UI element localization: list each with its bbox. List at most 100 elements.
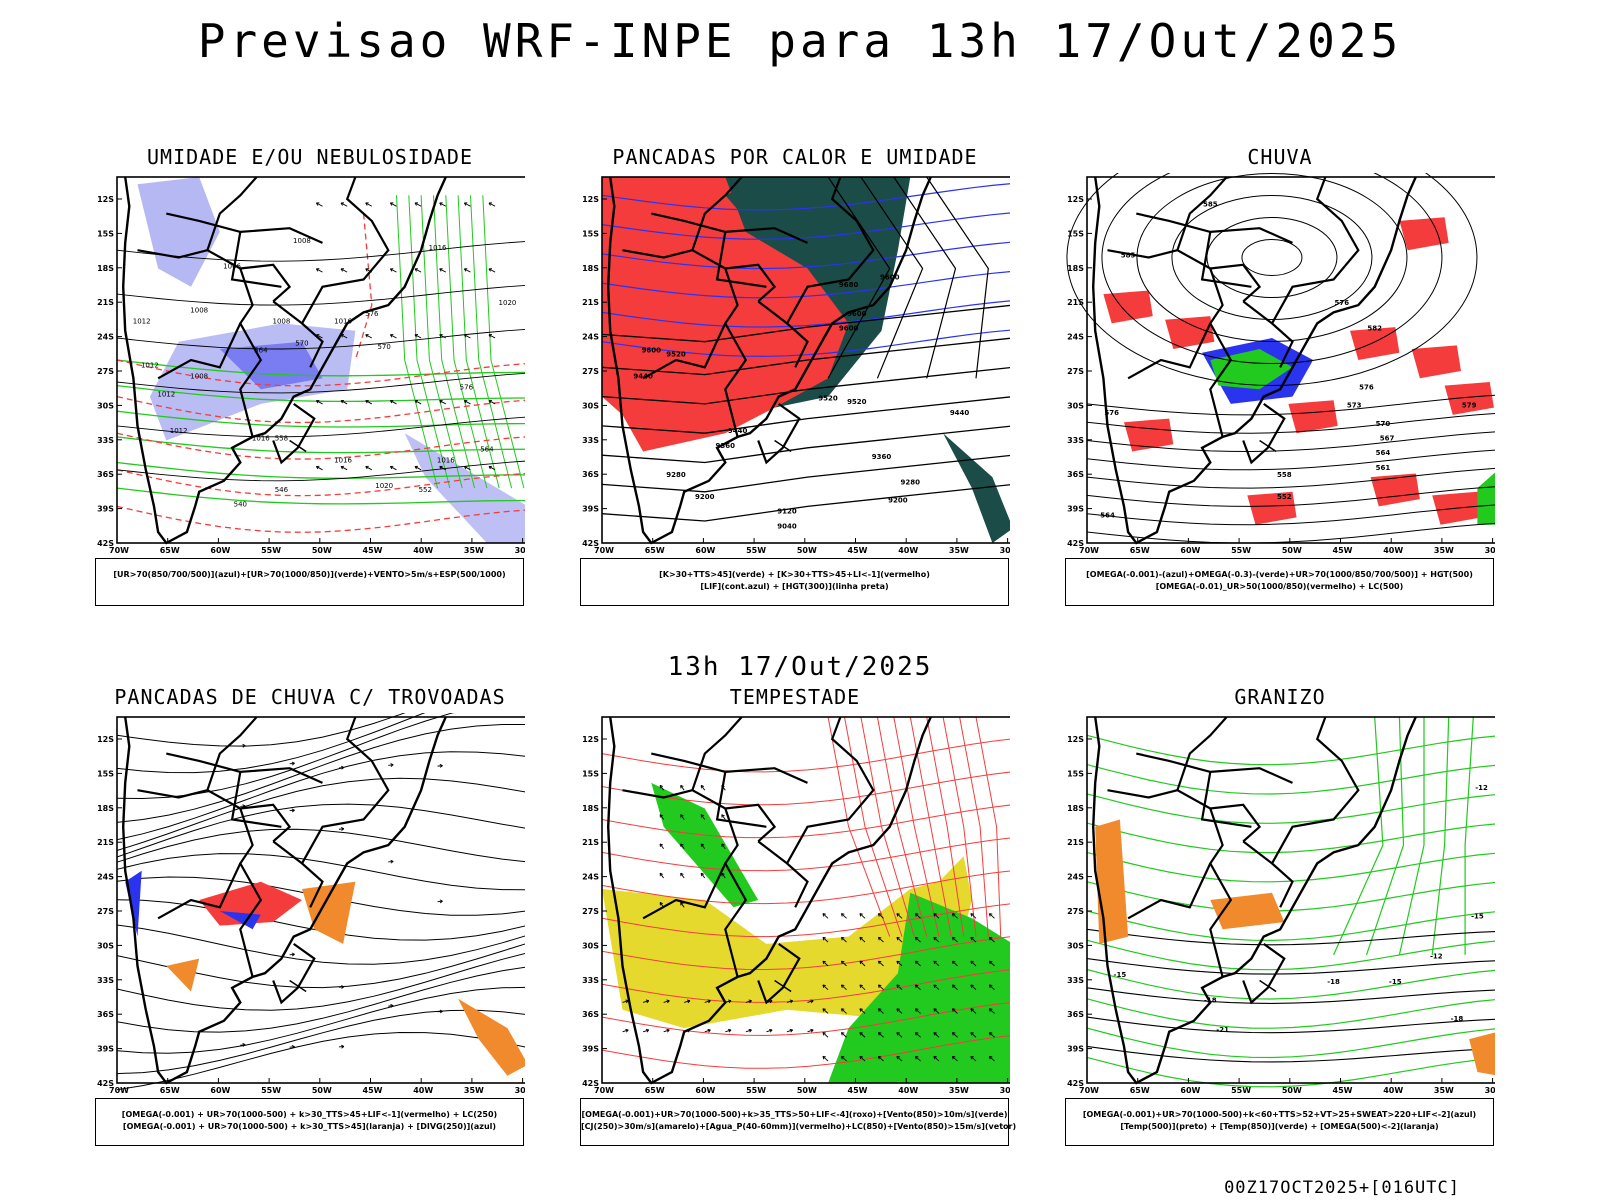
lat-label: 21S xyxy=(582,298,599,307)
wind-arrowhead xyxy=(840,1055,845,1060)
lat-label: 36S xyxy=(582,1010,599,1019)
country-border xyxy=(1271,716,1360,864)
height-contour xyxy=(1086,522,1495,544)
wind-vector xyxy=(989,1032,995,1038)
temp850-contour xyxy=(1086,1056,1495,1088)
lon-label: 45W xyxy=(363,1086,383,1095)
wind-vector xyxy=(642,1000,649,1003)
wind-vector xyxy=(933,937,940,943)
wind-arrowhead xyxy=(488,268,492,272)
wind-vector xyxy=(822,960,829,967)
thickness-contour xyxy=(116,505,525,533)
wind-vector xyxy=(915,913,921,919)
thunder-area-moderate xyxy=(458,998,525,1076)
panel-title: GRANIZO xyxy=(1234,685,1326,709)
lat-label: 24S xyxy=(582,333,599,342)
temp500-contour xyxy=(1086,958,1495,975)
wind-vector xyxy=(700,814,706,820)
wind-vector xyxy=(390,202,397,207)
wind-vector xyxy=(316,466,323,471)
country-border xyxy=(1271,176,1360,324)
height-contour xyxy=(601,425,1010,464)
wind-vector xyxy=(841,984,847,991)
height-contour xyxy=(1086,413,1495,434)
lat-label: 36S xyxy=(1067,470,1084,479)
country-border xyxy=(272,300,324,368)
lat-label: 18S xyxy=(582,804,599,813)
wind-arrowhead xyxy=(840,1032,845,1036)
lon-label: 40W xyxy=(413,1086,433,1095)
wind-arrowhead xyxy=(896,1008,900,1012)
wind-arrowhead xyxy=(840,1008,845,1012)
legend-line: [UR>70(850/700/500)](azul)+[UR>70(1000/8… xyxy=(113,570,506,579)
humidity-contour xyxy=(420,195,463,489)
wind-vector xyxy=(989,960,995,967)
lon-label: 60W xyxy=(210,1086,230,1095)
temp850-contour xyxy=(1431,716,1450,955)
lon-label: 55W xyxy=(261,546,281,555)
wind-vector xyxy=(822,1032,829,1038)
wind-arrowhead xyxy=(789,999,794,1004)
lon-label: 60W xyxy=(210,546,230,555)
wind-vector xyxy=(859,1008,866,1014)
wind-arrowhead xyxy=(810,999,814,1004)
lon-label: 65W xyxy=(1130,546,1150,555)
wind-arrowhead xyxy=(896,936,900,941)
legend-line: [OMEGA(-0.001)+UR>70(1000-500)+k>35_TTS>… xyxy=(581,1110,1008,1119)
wind-vector xyxy=(970,1032,977,1038)
wind-arrowhead xyxy=(659,872,664,877)
wind-arrowhead xyxy=(877,1055,882,1060)
coastline xyxy=(606,716,932,1085)
wind-vector xyxy=(878,913,884,919)
country-border xyxy=(651,212,808,244)
lat-label: 21S xyxy=(97,298,114,307)
wind-arrowhead xyxy=(877,1008,882,1012)
contour-label: 564 xyxy=(254,347,268,355)
contour-label: 9440 xyxy=(950,409,970,417)
contour-label: 1012 xyxy=(141,361,159,369)
height-contour xyxy=(1086,431,1495,453)
wind-arrowhead xyxy=(988,1032,993,1036)
wind-vector xyxy=(680,814,685,820)
wind-arrowhead xyxy=(365,334,369,338)
lat-label: 36S xyxy=(1067,1010,1084,1019)
streamline-850 xyxy=(601,903,1010,938)
wind-arrowhead xyxy=(463,268,468,272)
lat-label: 18S xyxy=(582,264,599,273)
wind-arrowhead xyxy=(389,334,394,338)
wind-arrowhead xyxy=(389,465,394,470)
wind-arrowhead xyxy=(933,936,937,941)
country-border xyxy=(1200,771,1252,828)
lon-label: 30W xyxy=(1485,546,1495,555)
lat-label: 30S xyxy=(97,401,114,410)
contour-label: 576 xyxy=(460,383,474,391)
streamline-850 xyxy=(601,969,1010,1003)
country-border xyxy=(715,771,767,828)
streamline-850 xyxy=(601,837,1010,872)
wind-arrowhead xyxy=(933,1055,937,1060)
lon-label: 35W xyxy=(464,546,484,555)
wind-arrowhead xyxy=(951,913,956,917)
wind-vector xyxy=(439,268,447,273)
contour-label: 9680 xyxy=(839,281,859,289)
contour-label: -18 xyxy=(1204,996,1217,1004)
map-frame xyxy=(116,176,525,544)
height-contour xyxy=(1206,217,1338,299)
wind-vector xyxy=(316,400,323,405)
height-contour xyxy=(601,337,1010,376)
contour-label: 1020 xyxy=(499,299,517,307)
lon-label: 50W xyxy=(312,546,332,555)
contour-label: 540 xyxy=(234,500,247,508)
wind-arrowhead xyxy=(822,1032,826,1036)
divergence-area xyxy=(125,870,142,937)
wind-vector xyxy=(390,400,397,405)
wind-arrowhead xyxy=(390,763,394,767)
wind-arrowhead xyxy=(680,784,684,789)
lon-label: 65W xyxy=(160,546,180,555)
rain-area xyxy=(1411,345,1461,379)
lon-label: 35W xyxy=(949,1086,969,1095)
country-border xyxy=(1242,403,1286,465)
country-border xyxy=(1176,176,1228,251)
